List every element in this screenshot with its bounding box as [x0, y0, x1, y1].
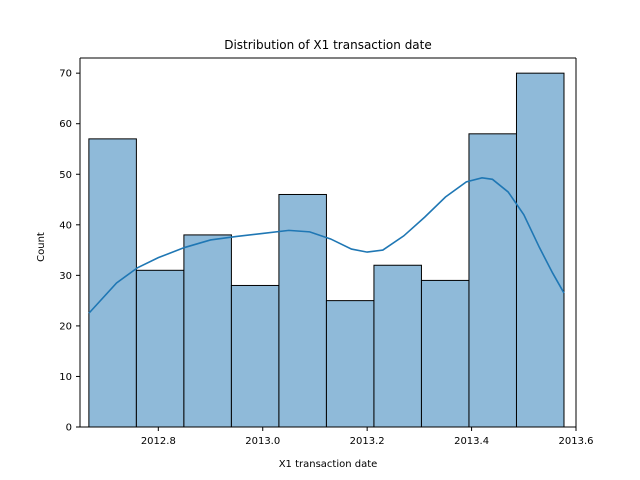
x-tick-label: 2012.8: [141, 436, 176, 447]
histogram-bar: [230, 284, 280, 428]
histogram-bar: [278, 193, 327, 428]
y-tick-label: 30: [59, 271, 72, 282]
bars-group: [88, 72, 565, 428]
kde-line: [88, 176, 565, 314]
y-tick-label: 70: [59, 69, 72, 80]
histogram-bar: [468, 133, 517, 428]
y-tick-label: 10: [59, 372, 72, 383]
histogram-bar: [135, 269, 185, 428]
histogram-bar: [325, 300, 375, 428]
y-tick-label: 0: [66, 423, 72, 434]
y-axis-label: Count: [36, 232, 47, 262]
histogram-bar: [373, 264, 422, 428]
y-tick-label: 50: [59, 170, 72, 181]
chart-title: Distribution of X1 transaction date: [224, 38, 432, 52]
y-ticks-group: 0 10 20 30 40 50 60 70: [59, 69, 80, 434]
x-axis-label: X1 transaction date: [279, 459, 378, 470]
histogram-bar: [88, 138, 137, 428]
x-tick-label: 2013.0: [245, 436, 280, 447]
x-tick-label: 2013.2: [350, 436, 385, 447]
y-tick-label: 60: [59, 119, 72, 130]
x-ticks-group: 2012.8 2013.0 2013.2 2013.4 2013.6: [141, 427, 594, 447]
x-tick-label: 2013.6: [559, 436, 594, 447]
y-tick-label: 40: [59, 220, 72, 231]
x-tick-label: 2013.4: [454, 436, 489, 447]
axes-group: [79, 57, 577, 428]
histogram-bar: [183, 234, 232, 428]
histogram-bar: [420, 279, 470, 428]
y-tick-label: 20: [59, 321, 72, 332]
